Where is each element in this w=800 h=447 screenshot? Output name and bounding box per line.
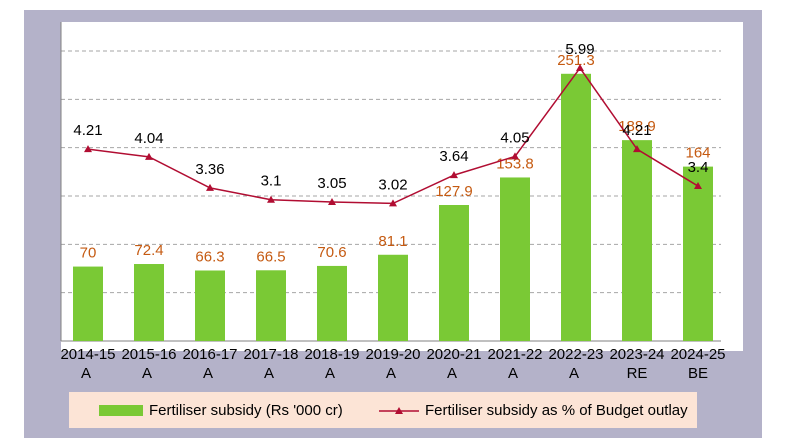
line-marker	[633, 145, 641, 153]
line-marker	[576, 64, 584, 72]
x-tick-label: RE	[627, 365, 648, 382]
line-marker	[84, 145, 92, 153]
line-data-label: 3.02	[378, 176, 407, 193]
x-tick-label: 2022-23	[548, 346, 603, 363]
bar-data-label: 66.3	[195, 249, 224, 266]
line-data-label: 4.21	[73, 122, 102, 139]
line-marker	[511, 152, 519, 160]
x-tick-label: A	[203, 365, 213, 382]
bar-data-label: 72.4	[134, 242, 163, 259]
x-tick-label: 2018-19	[304, 346, 359, 363]
line-data-label: 4.05	[500, 129, 529, 146]
line-data-label: 5.99	[565, 41, 594, 58]
x-tick-label: A	[264, 365, 274, 382]
x-tick-label: A	[569, 365, 579, 382]
bar	[256, 270, 286, 341]
bar	[378, 254, 408, 341]
legend: Fertiliser subsidy (Rs '000 cr) Fertilis…	[69, 392, 697, 428]
x-tick-label: 2020-21	[426, 346, 481, 363]
x-tick-label: A	[325, 365, 335, 382]
line-marker	[328, 198, 336, 206]
x-tick-label: 2019-20	[365, 346, 420, 363]
x-tick-label: A	[142, 365, 152, 382]
x-tick-label: 2016-17	[182, 346, 237, 363]
line-data-label: 3.36	[195, 161, 224, 178]
bar-data-label: 70.6	[317, 244, 346, 261]
bar-data-label: 127.9	[435, 183, 473, 200]
legend-label-bars: Fertiliser subsidy (Rs '000 cr)	[149, 402, 343, 419]
x-tick-label: A	[386, 365, 396, 382]
line-marker	[267, 195, 275, 203]
line-data-label: 4.21	[622, 122, 651, 139]
line-data-label: 3.1	[261, 173, 282, 190]
x-tick-label: 2015-16	[121, 346, 176, 363]
x-tick-label: 2017-18	[243, 346, 298, 363]
line-data-label: 3.05	[317, 175, 346, 192]
bar-data-label: 251.3	[557, 52, 595, 69]
legend-bar-swatch	[99, 405, 143, 416]
bar-data-label: 81.1	[378, 233, 407, 250]
bar	[561, 73, 591, 341]
x-tick-label: BE	[688, 365, 708, 382]
legend-label-line: Fertiliser subsidy as % of Budget outlay	[425, 402, 688, 419]
bar	[73, 266, 103, 341]
x-tick-label: 2023-24	[609, 346, 664, 363]
bar	[439, 204, 469, 341]
line-marker	[206, 183, 214, 191]
bar-data-label: 70	[80, 245, 97, 262]
bar-data-label: 188.9	[618, 118, 656, 135]
bar	[195, 270, 225, 341]
line-marker	[145, 152, 153, 160]
legend-item-line: Fertiliser subsidy as % of Budget outlay	[379, 402, 688, 419]
bar	[622, 140, 652, 341]
legend-item-bars: Fertiliser subsidy (Rs '000 cr)	[99, 402, 343, 419]
bar	[683, 166, 713, 341]
bar	[134, 264, 164, 341]
line-marker	[694, 182, 702, 190]
line-marker	[450, 171, 458, 179]
x-tick-label: 2021-22	[487, 346, 542, 363]
bar	[317, 265, 347, 341]
x-tick-label: 2024-25	[670, 346, 725, 363]
x-tick-label: A	[508, 365, 518, 382]
line-data-label: 4.04	[134, 130, 163, 147]
bar	[500, 177, 530, 341]
x-tick-label: 2014-15	[60, 346, 115, 363]
bar-data-label: 164	[685, 145, 710, 162]
line-data-label: 3.64	[439, 148, 468, 165]
bar-data-label: 66.5	[256, 248, 285, 265]
legend-line-swatch	[379, 404, 419, 418]
line-data-label: 3.4	[688, 159, 709, 176]
x-tick-label: A	[447, 365, 457, 382]
line-marker	[389, 199, 397, 207]
x-tick-label: A	[81, 365, 91, 382]
